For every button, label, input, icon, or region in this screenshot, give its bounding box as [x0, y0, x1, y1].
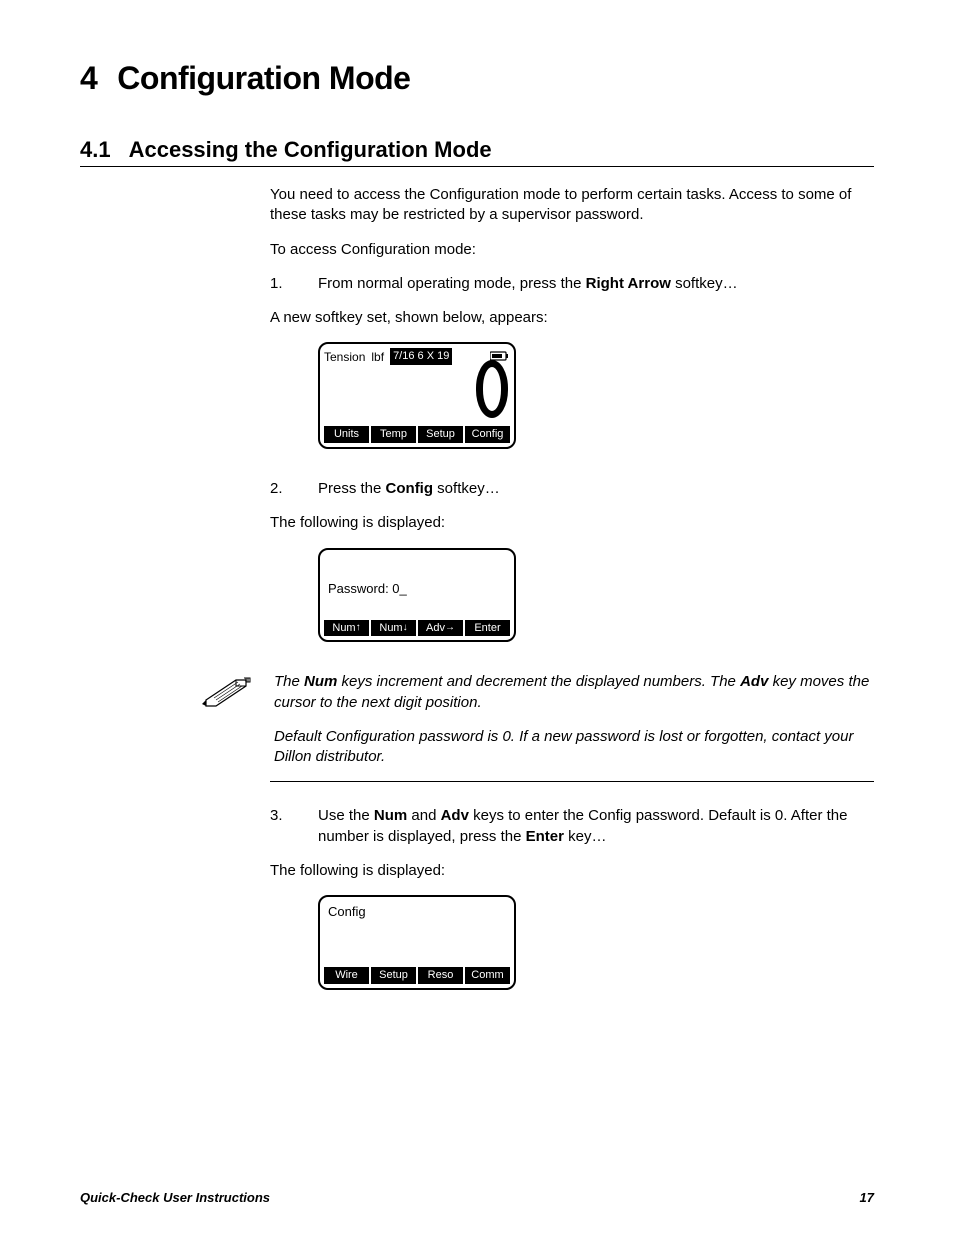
intro-paragraph-2: To access Configuration mode:: [270, 240, 874, 260]
lcd3-title: Config: [328, 904, 366, 919]
footer-left: Quick-Check User Instructions: [80, 1190, 270, 1205]
softkey-setup: Setup: [371, 967, 416, 984]
step-number: 2.: [270, 479, 318, 499]
chapter-title: Configuration Mode: [117, 60, 410, 96]
note-rule: [270, 781, 874, 782]
lcd-figure-2: Password: 0_ Num↑ Num↓ Adv→ Enter: [318, 548, 874, 643]
lcd1-label-tension: Tension: [324, 349, 365, 365]
arrow-up-icon: ↑: [356, 621, 361, 635]
section-heading: 4.1 Accessing the Configuration Mode: [80, 137, 874, 163]
lcd-figure-3: Config Wire Setup Reso Comm: [318, 895, 874, 990]
lcd1-chip: 7/16 6 X 19: [390, 348, 452, 365]
note-block: The Num keys increment and decrement the…: [200, 672, 874, 781]
softkey-reso: Reso: [418, 967, 463, 984]
note-pencil-icon: [200, 672, 260, 718]
softkey-adv: Adv→: [418, 620, 463, 637]
step-text: Press the Config softkey…: [318, 479, 874, 499]
chapter-heading: 4 Configuration Mode: [80, 60, 874, 97]
step-3: 3. Use the Num and Adv keys to enter the…: [270, 806, 874, 847]
softkey-units: Units: [324, 426, 369, 443]
lcd2-password: Password: 0_: [328, 581, 407, 596]
softkey-comm: Comm: [465, 967, 510, 984]
softkey-wire: Wire: [324, 967, 369, 984]
step-number: 3.: [270, 806, 318, 847]
softkey-temp: Temp: [371, 426, 416, 443]
softkey-setup: Setup: [418, 426, 463, 443]
softkey-num-up: Num↑: [324, 620, 369, 637]
section-number: 4.1: [80, 137, 111, 162]
lcd1-label-lbf: lbf: [371, 349, 384, 365]
arrow-down-icon: ↓: [403, 621, 408, 635]
step-2: 2. Press the Config softkey…: [270, 479, 874, 499]
step-2-sub: The following is displayed:: [270, 513, 874, 533]
chapter-number: 4: [80, 60, 97, 96]
step-text: From normal operating mode, press the Ri…: [318, 274, 874, 294]
lcd-figure-1: Tension lbf 7/16 6 X 19 Units Temp Setup…: [318, 342, 874, 449]
intro-paragraph-1: You need to access the Configuration mod…: [270, 185, 874, 226]
softkey-enter: Enter: [465, 620, 510, 637]
step-1: 1. From normal operating mode, press the…: [270, 274, 874, 294]
section-title: Accessing the Configuration Mode: [129, 137, 492, 162]
section-rule: [80, 166, 874, 167]
lcd1-big-zero: [476, 360, 508, 418]
softkey-num-down: Num↓: [371, 620, 416, 637]
page-footer: Quick-Check User Instructions 17: [80, 1190, 874, 1205]
step-1-sub: A new softkey set, shown below, appears:: [270, 308, 874, 328]
step-3-sub: The following is displayed:: [270, 861, 874, 881]
note-paragraph-1: The Num keys increment and decrement the…: [274, 672, 874, 713]
softkey-config: Config: [465, 426, 510, 443]
arrow-right-icon: →: [445, 621, 455, 635]
note-paragraph-2: Default Configuration password is 0. If …: [274, 727, 874, 768]
step-text: Use the Num and Adv keys to enter the Co…: [318, 806, 874, 847]
step-number: 1.: [270, 274, 318, 294]
footer-page-number: 17: [860, 1190, 874, 1205]
